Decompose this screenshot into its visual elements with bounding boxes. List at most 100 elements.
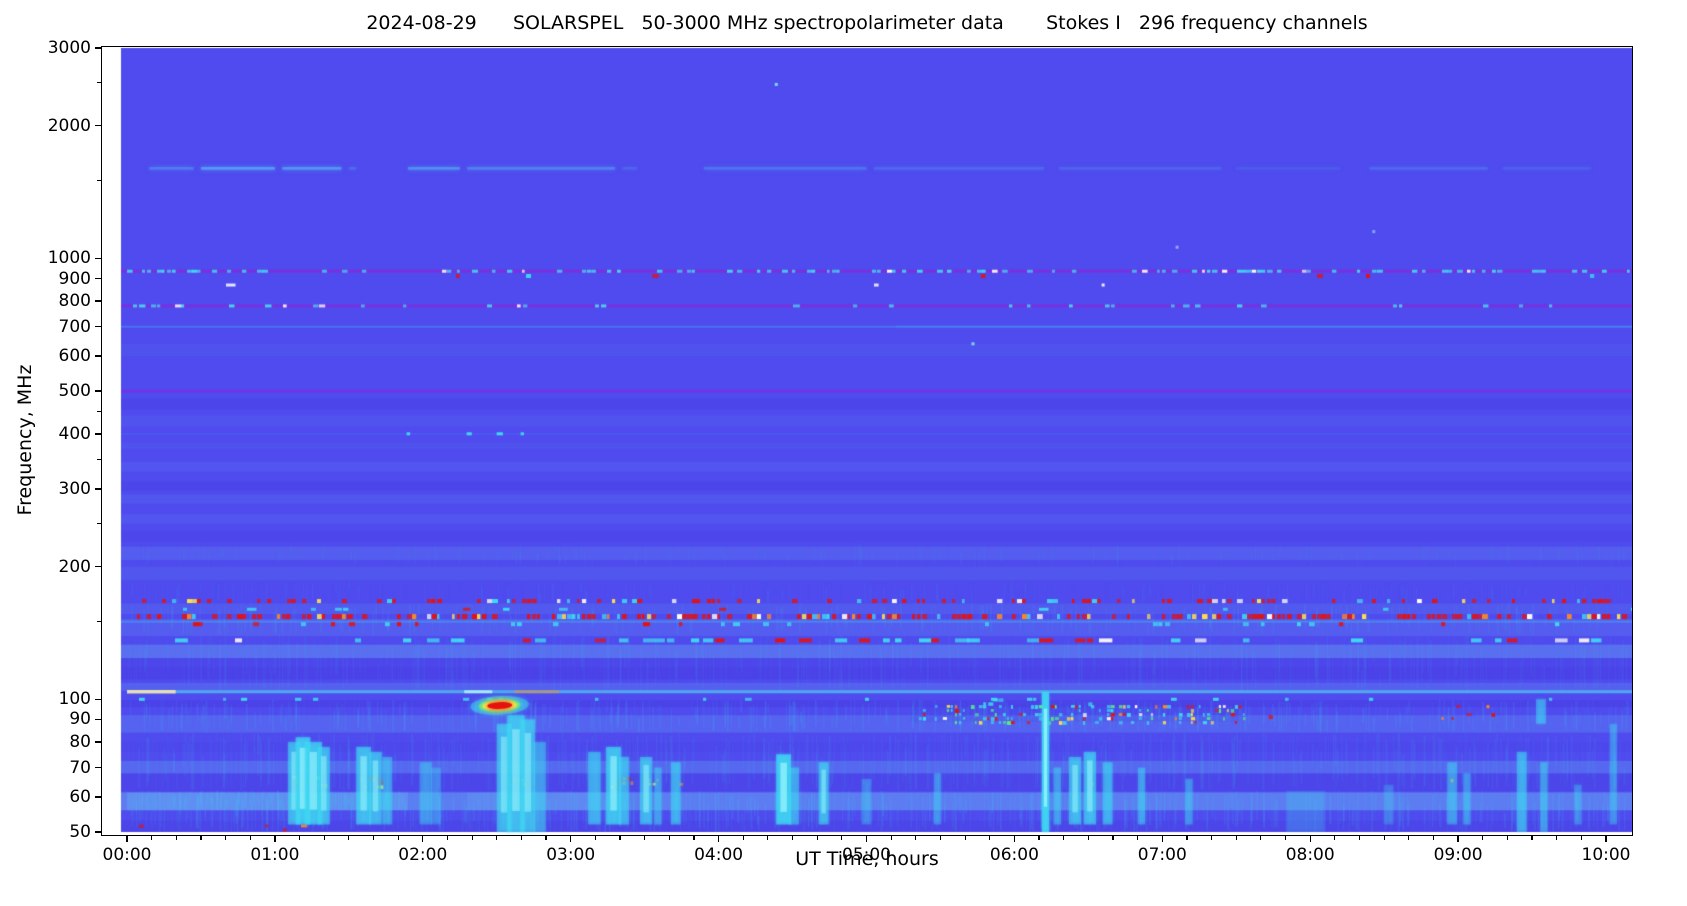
y-major-tick [95,257,101,260]
x-minor-tick [200,836,202,840]
x-minor-tick [915,836,917,840]
x-major-tick [1457,836,1459,842]
x-minor-tick [594,836,596,840]
x-minor-tick [1038,836,1040,840]
y-major-tick [95,355,101,357]
plot-frame [101,46,1633,836]
y-major-tick [95,488,101,490]
y-tick-label: 80 [69,732,91,752]
x-major-tick [126,836,128,842]
chart-title: 2024-08-29 SOLARSPEL 50-3000 MHz spectro… [366,12,1368,34]
y-minor-tick [97,180,101,182]
x-tick-label: 01:00 [250,845,300,865]
x-minor-tick [668,836,670,840]
y-tick-label: 200 [58,556,91,577]
x-minor-tick [1334,836,1336,840]
y-tick-label: 900 [58,268,91,289]
x-tick-label: 02:00 [398,845,448,865]
spectrogram-canvas [102,47,1632,835]
x-minor-tick [545,836,547,840]
x-major-tick [717,836,720,842]
y-tick-label: 50 [69,822,91,842]
x-minor-tick [225,836,227,840]
x-minor-tick [1186,836,1188,840]
x-tick-label: 08:00 [1285,845,1335,865]
x-minor-tick [767,836,769,840]
x-minor-tick [964,836,966,840]
x-tick-label: 03:00 [546,845,596,865]
y-tick-label: 90 [69,709,91,730]
x-major-tick [570,836,572,842]
x-minor-tick [1284,836,1287,840]
x-minor-tick [249,836,251,840]
x-minor-tick [1408,836,1410,840]
y-tick-label: 3000 [47,38,91,58]
x-minor-tick [1063,836,1065,840]
x-tick-label: 06:00 [989,845,1039,865]
y-major-tick [95,433,101,435]
x-minor-tick [520,836,522,840]
y-major-tick [95,47,101,49]
y-tick-label: 300 [58,478,91,499]
x-minor-tick [1432,836,1435,840]
y-major-tick [95,796,101,798]
x-minor-tick [175,836,177,840]
y-tick-label: 700 [58,316,91,337]
y-major-tick [95,698,101,700]
x-minor-tick [446,836,449,840]
x-minor-tick [1358,836,1361,840]
x-major-tick [422,836,424,842]
x-major-tick [1161,836,1163,842]
x-tick-label: 10:00 [1581,845,1631,865]
x-minor-tick [890,836,892,840]
y-major-tick [95,124,101,127]
y-minor-tick [97,621,101,623]
y-major-tick [95,325,101,328]
y-major-tick [95,741,101,743]
x-axis-label: UT Time, hours [795,848,939,870]
x-minor-tick [1211,836,1213,840]
x-minor-tick [841,836,843,840]
x-major-tick [865,836,868,842]
x-minor-tick [1260,836,1262,840]
x-major-tick [1013,836,1016,842]
x-tick-label: 05:00 [842,845,891,865]
y-major-tick [95,831,101,833]
y-minor-tick [97,458,101,460]
y-tick-label: 70 [69,757,91,778]
x-minor-tick [1482,836,1484,840]
x-minor-tick [496,836,498,840]
x-minor-tick [1383,836,1385,840]
x-minor-tick [693,836,695,840]
y-tick-label: 100 [58,689,91,710]
x-minor-tick [348,836,350,840]
x-minor-tick [644,836,646,840]
y-minor-tick [97,410,101,412]
y-tick-label: 500 [58,381,91,402]
x-minor-tick [298,836,301,840]
x-minor-tick [1556,836,1558,840]
x-minor-tick [939,836,942,840]
x-minor-tick [619,836,621,840]
y-major-tick [95,766,101,769]
x-minor-tick [791,836,794,840]
x-tick-label: 09:00 [1433,845,1483,865]
x-minor-tick [742,836,744,840]
x-minor-tick [816,836,818,840]
x-minor-tick [1235,836,1237,840]
y-major-tick [95,300,101,302]
x-minor-tick [471,836,473,840]
x-minor-tick [372,836,375,840]
y-major-tick [95,718,101,721]
y-tick-label: 1000 [47,248,91,269]
y-tick-label: 800 [58,291,91,312]
x-minor-tick [1506,836,1508,840]
x-minor-tick [1531,836,1533,840]
y-tick-label: 400 [58,423,91,444]
x-tick-label: 04:00 [694,845,744,865]
x-minor-tick [1580,836,1582,840]
x-minor-tick [1112,836,1114,840]
x-major-tick [274,836,276,842]
x-minor-tick [1137,836,1139,840]
